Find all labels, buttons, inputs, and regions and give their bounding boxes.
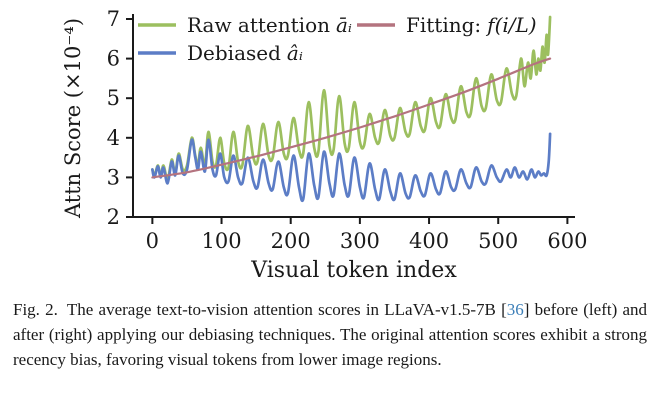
x-tick-label: 400 [409,229,449,253]
x-tick-label: 300 [340,229,380,253]
legend-label: Fitting: f(i/L) [406,13,537,37]
citation-link[interactable]: 36 [506,300,524,319]
x-axis-label: Visual token index [250,258,457,283]
x-tick-label: 200 [271,229,311,253]
caption-figure-label: Fig. 2. [13,300,58,319]
figure-caption: Fig. 2. The average text-to-vision attent… [13,297,647,372]
y-tick-label: 6 [107,47,120,71]
y-tick-label: 2 [107,205,120,229]
y-tick-label: 7 [107,7,120,31]
y-tick-label: 5 [107,86,120,110]
x-tick-label: 600 [547,229,587,253]
x-tick-label: 100 [201,229,241,253]
attention-line-chart: 2 3 4 5 6 7 0 100 200 300 400 500 600 Attn Score (×10… [61,7,587,283]
attention-chart-container: 2 3 4 5 6 7 0 100 200 300 400 500 600 Attn Score (×10… [61,7,587,283]
caption-text-pre: The average text-to-vision attention sco… [66,300,507,319]
legend-label: Raw attention āᵢ [187,13,352,37]
x-tick-label: 500 [478,229,518,253]
caption-text-post: ] before (left) and after (right) applyi… [13,300,647,369]
legend-label: Debiased âᵢ [187,41,303,65]
y-tick-label: 3 [107,165,120,189]
series-debiased [151,132,552,203]
x-tick-label: 0 [146,229,159,253]
series-fitting-line [151,57,552,179]
y-tick-label: 4 [107,126,120,150]
y-axis-label: Attn Score (×10⁻⁴) [61,18,85,219]
